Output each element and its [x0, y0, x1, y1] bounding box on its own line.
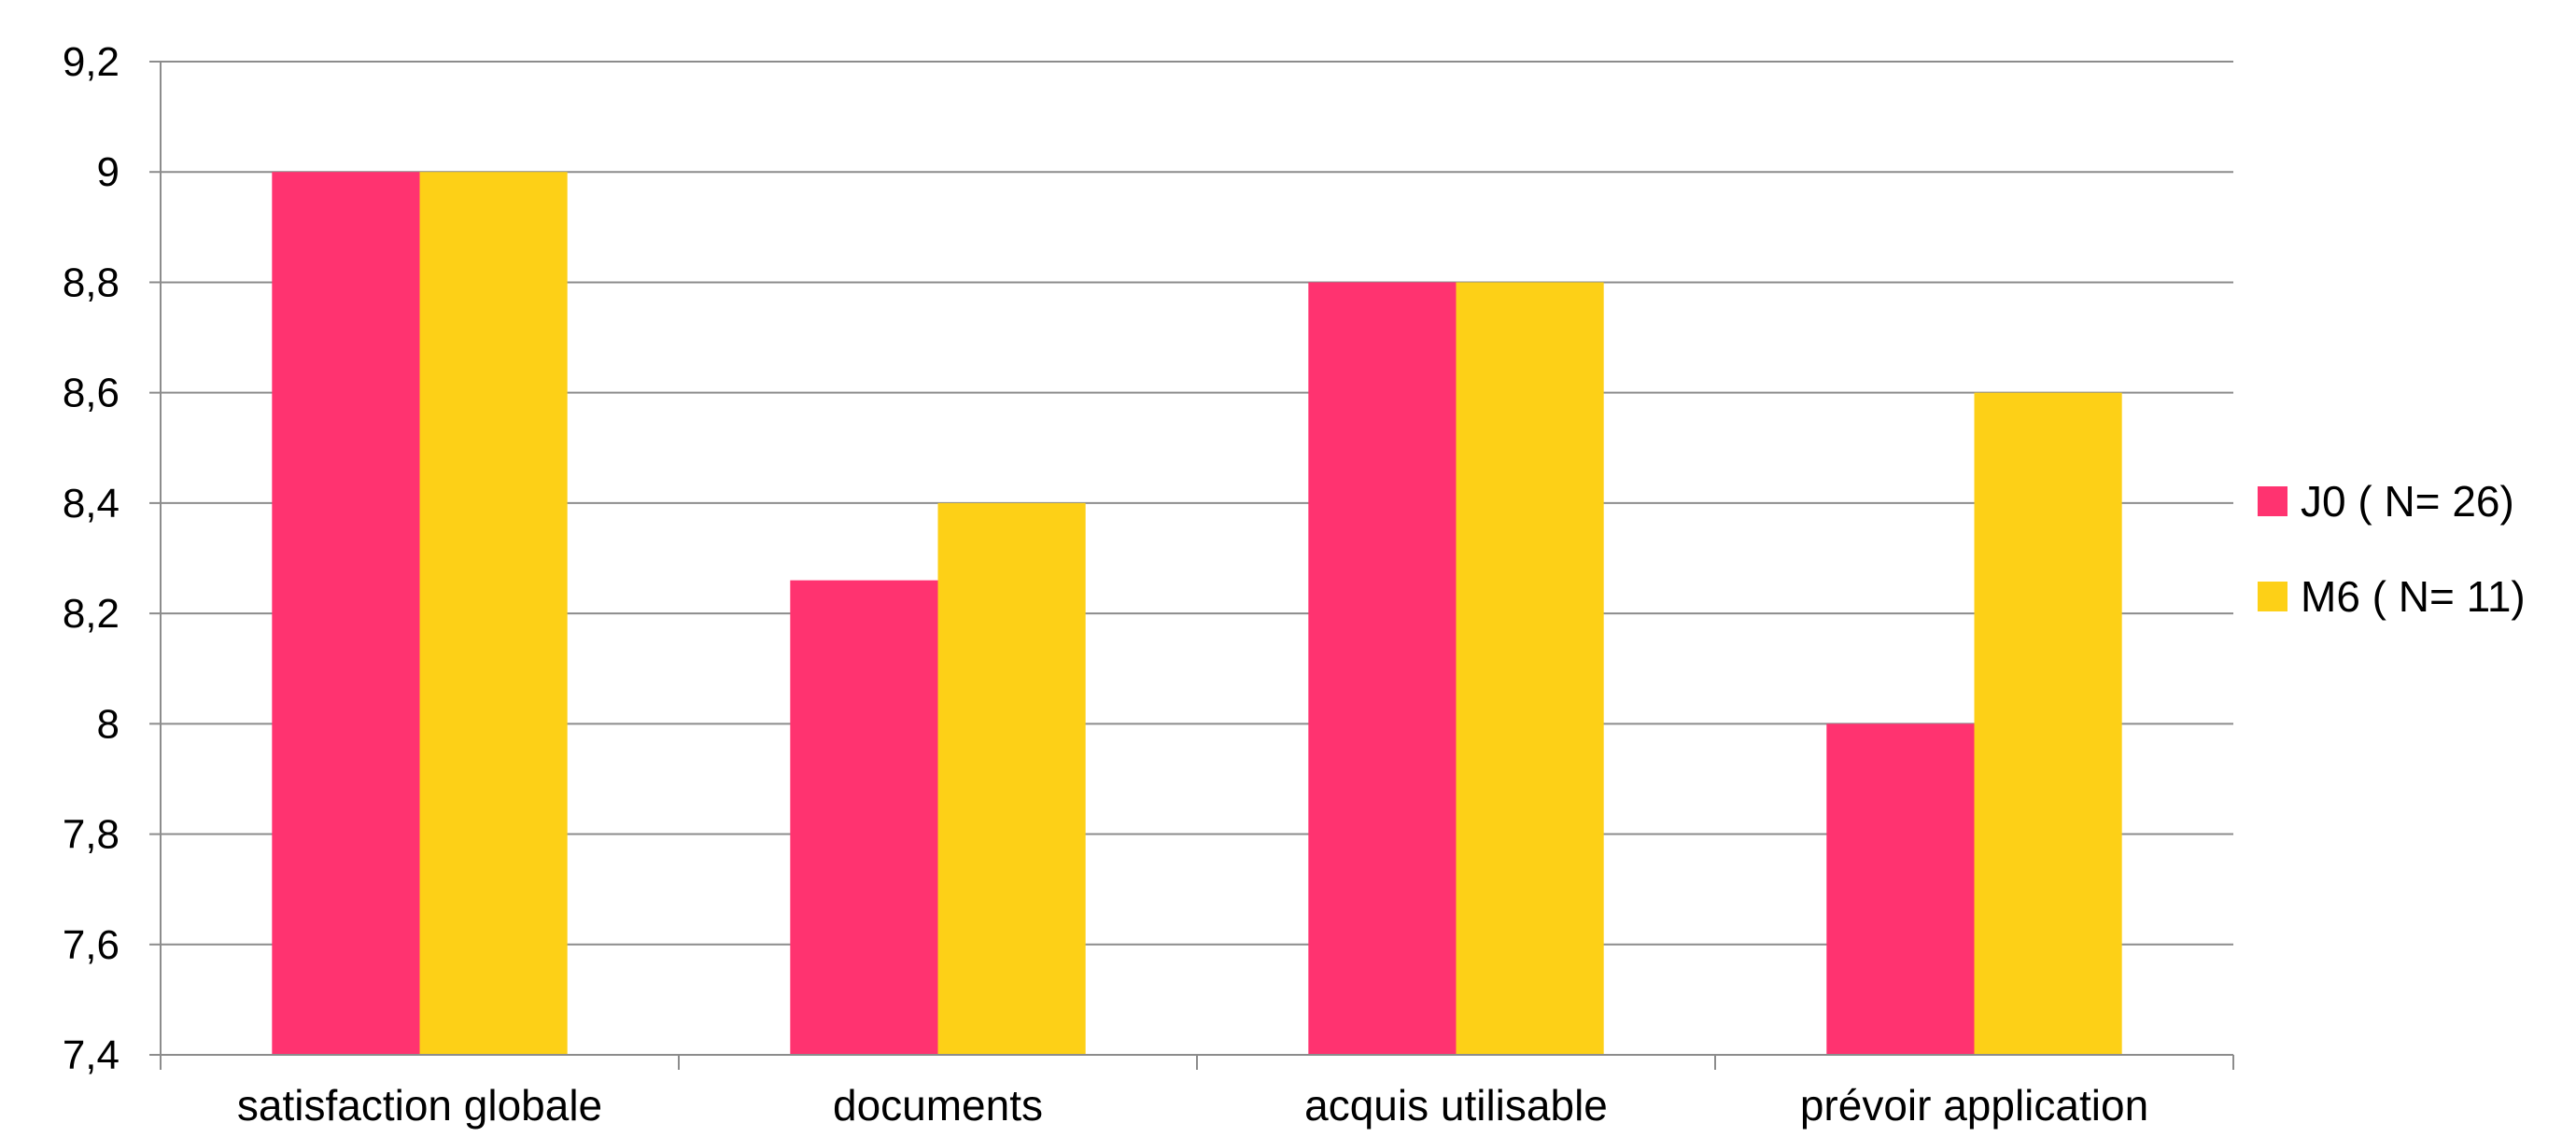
y-tick-label: 8 — [97, 701, 120, 747]
legend-swatch — [2258, 486, 2287, 516]
legend-label: M6 ( N= 11) — [2301, 572, 2526, 621]
bar-j0 — [1308, 282, 1457, 1055]
y-tick-label: 8,2 — [63, 591, 120, 637]
x-category-label: acquis utilisable — [1304, 1081, 1608, 1130]
y-tick-label: 7,4 — [63, 1032, 120, 1078]
legend-label: J0 ( N= 26) — [2301, 477, 2514, 526]
y-axis-tick-labels: 7,4 7,6 7,8 8 8,2 8,4 8,6 8,8 9 9,2 — [63, 39, 120, 1078]
bar-m6 — [1456, 282, 1604, 1055]
bar-m6 — [937, 502, 1086, 1055]
y-tick-label: 9,2 — [63, 39, 120, 85]
y-tick-label: 7,8 — [63, 812, 120, 858]
x-category-label: satisfaction globale — [237, 1081, 602, 1130]
y-tick-label: 7,6 — [63, 922, 120, 968]
y-tick-label: 8,8 — [63, 260, 120, 305]
x-category-label: prévoir application — [1800, 1081, 2148, 1130]
axes — [160, 62, 2234, 1070]
bar-j0 — [272, 172, 420, 1055]
bar-j0 — [1826, 723, 1975, 1055]
y-tick-label: 9 — [97, 149, 120, 195]
bars — [272, 172, 2122, 1056]
y-tick-label: 8,6 — [63, 371, 120, 416]
legend-swatch — [2258, 582, 2287, 611]
x-category-label: documents — [833, 1081, 1043, 1130]
bar-m6 — [1974, 392, 2122, 1056]
y-tick-label: 8,4 — [63, 481, 120, 526]
bar-j0 — [790, 580, 938, 1055]
bar-m6 — [419, 172, 568, 1055]
x-axis-category-labels: satisfaction globale documents acquis util… — [237, 1081, 2148, 1130]
legend: J0 ( N= 26) M6 ( N= 11) — [2258, 477, 2526, 621]
